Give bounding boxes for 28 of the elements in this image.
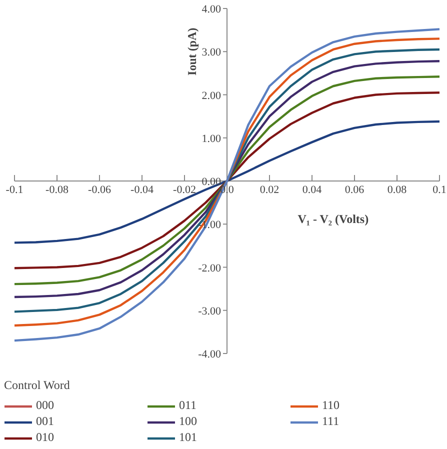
y-tick-label: -2.00 bbox=[198, 262, 222, 274]
y-axis-title: Iout (pA) bbox=[185, 28, 199, 76]
y-tick-label: -4.00 bbox=[198, 348, 222, 360]
legend-label: 101 bbox=[179, 430, 198, 445]
x-tick-label: 0.04 bbox=[302, 184, 322, 196]
x-tick-label: -0.1 bbox=[6, 184, 24, 196]
legend-title: Control Word bbox=[4, 378, 71, 393]
x-axis-title: V₁ - V₂ (Volts) bbox=[298, 212, 369, 226]
y-tick-label: 4.00 bbox=[202, 4, 222, 16]
x-tick-label: -0.08 bbox=[46, 184, 69, 196]
x-tick-label: -0.06 bbox=[88, 184, 112, 196]
y-tick-label: 2.00 bbox=[202, 90, 222, 102]
x-tick-label: -0.04 bbox=[130, 184, 154, 196]
legend-label: 011 bbox=[179, 398, 198, 413]
legend-label: 111 bbox=[322, 414, 340, 429]
legend-label: 001 bbox=[36, 414, 55, 429]
legend-label: 010 bbox=[36, 430, 55, 445]
x-tick-label: 0.06 bbox=[344, 184, 365, 196]
y-tick-label: 3.00 bbox=[202, 46, 222, 59]
x-tick-label: 0.02 bbox=[260, 184, 280, 196]
x-tick-label: 0.08 bbox=[387, 184, 408, 196]
legend-label: 110 bbox=[322, 398, 341, 413]
y-tick-label: 1.00 bbox=[202, 132, 222, 145]
y-tick-label: -3.00 bbox=[198, 305, 222, 318]
legend-label: 000 bbox=[36, 398, 55, 413]
x-tick-label: -0.02 bbox=[173, 184, 196, 196]
x-tick-label: 0.1 bbox=[432, 184, 446, 196]
legend-label: 100 bbox=[179, 414, 198, 429]
